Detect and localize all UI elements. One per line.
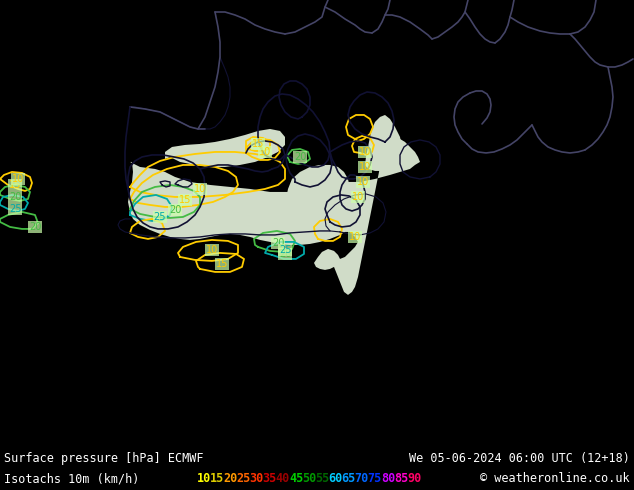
Text: 25: 25	[9, 204, 22, 214]
Text: 55: 55	[315, 472, 330, 486]
Text: 15: 15	[179, 195, 191, 205]
Text: 80: 80	[381, 472, 395, 486]
Text: 15: 15	[216, 259, 228, 269]
Text: 90: 90	[407, 472, 422, 486]
Polygon shape	[128, 137, 420, 295]
Text: 25: 25	[279, 245, 291, 255]
Polygon shape	[365, 115, 402, 171]
Text: 10: 10	[359, 162, 371, 172]
Text: 10: 10	[259, 147, 271, 157]
Text: Isotachs 10m (km/h): Isotachs 10m (km/h)	[4, 472, 139, 486]
Text: 10: 10	[194, 184, 206, 194]
Text: © weatheronline.co.uk: © weatheronline.co.uk	[481, 472, 630, 486]
Text: 15: 15	[9, 180, 21, 190]
Polygon shape	[165, 129, 285, 167]
Text: 15: 15	[252, 139, 264, 149]
Text: 10: 10	[357, 177, 369, 187]
Text: 20: 20	[9, 192, 21, 202]
Text: 40: 40	[276, 472, 290, 486]
Text: 10: 10	[359, 147, 371, 157]
Polygon shape	[286, 165, 350, 225]
Text: Surface pressure [hPa] ECMWF: Surface pressure [hPa] ECMWF	[4, 452, 204, 466]
Text: 25: 25	[154, 212, 166, 222]
Text: 20: 20	[294, 152, 306, 162]
Text: 10: 10	[349, 232, 361, 242]
Text: 70: 70	[354, 472, 369, 486]
Text: 20: 20	[169, 205, 181, 215]
Text: 10: 10	[206, 245, 218, 255]
Text: 65: 65	[342, 472, 356, 486]
Text: 20: 20	[279, 249, 291, 259]
Text: 10: 10	[197, 472, 211, 486]
Text: 15: 15	[210, 472, 224, 486]
Text: 10: 10	[352, 192, 364, 202]
Text: 45: 45	[289, 472, 303, 486]
Text: 75: 75	[368, 472, 382, 486]
Text: 35: 35	[262, 472, 277, 486]
Text: 25: 25	[236, 472, 250, 486]
Text: 20: 20	[29, 222, 41, 232]
Text: 30: 30	[250, 472, 264, 486]
Text: 85: 85	[394, 472, 408, 486]
Text: 20: 20	[223, 472, 238, 486]
Text: 60: 60	[328, 472, 342, 486]
Text: 50: 50	[302, 472, 316, 486]
Text: We 05-06-2024 06:00 UTC (12+18): We 05-06-2024 06:00 UTC (12+18)	[409, 452, 630, 466]
Text: 10: 10	[12, 174, 24, 184]
Text: 20: 20	[272, 238, 284, 248]
